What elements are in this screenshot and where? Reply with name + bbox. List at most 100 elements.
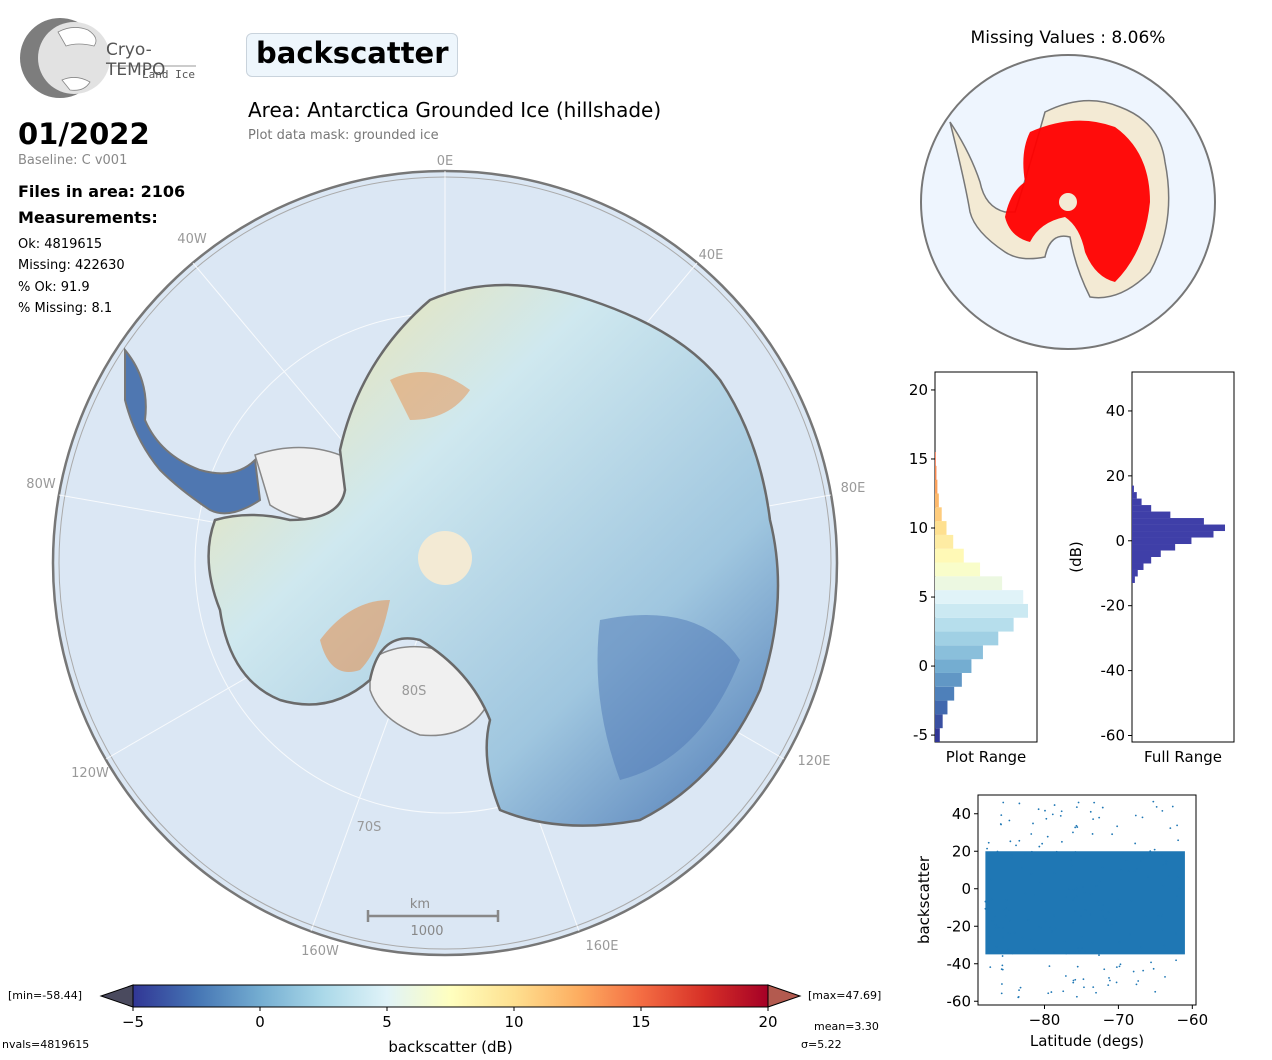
scatter-point — [1060, 810, 1063, 813]
scatter-point — [1053, 950, 1056, 953]
y-tick-label: 5 — [918, 588, 928, 606]
scatter-point — [1017, 996, 1020, 998]
scatter-point — [988, 935, 991, 938]
y-tick-label: -5 — [913, 726, 928, 744]
scatter-point — [1072, 922, 1074, 925]
scatter-point — [984, 907, 987, 910]
scatter-point — [1168, 874, 1170, 877]
histogram-bar — [1132, 531, 1214, 538]
scatter-point — [1044, 809, 1046, 812]
colorbar-gradient — [132, 984, 769, 1008]
scatter-point — [1075, 995, 1078, 998]
scatter-point — [1050, 991, 1053, 993]
scatter-point — [1134, 842, 1137, 845]
scatter-point — [1101, 909, 1104, 912]
colorbar-max-label: [max=47.69] — [808, 989, 881, 1002]
scatter-point — [1002, 927, 1005, 929]
scatter-point — [1007, 948, 1010, 951]
scatter-point — [1110, 923, 1113, 926]
scatter-point — [1047, 992, 1050, 995]
histogram-bar — [935, 590, 1024, 604]
scatter-point — [1033, 948, 1036, 951]
scatter-point — [1129, 933, 1131, 936]
scatter-point — [1059, 814, 1062, 817]
scatter-point — [1071, 898, 1074, 901]
scatter-point — [1163, 944, 1166, 947]
scatter-point — [1103, 968, 1106, 971]
histogram-bar — [935, 576, 1003, 591]
scatter-point — [1074, 910, 1077, 912]
histogram-bar — [935, 507, 942, 522]
histogram-bar — [1132, 511, 1171, 519]
histogram-bar — [935, 686, 955, 701]
scatter-point — [1165, 860, 1168, 863]
scatter-point — [1135, 868, 1138, 870]
histogram-bar — [1132, 524, 1226, 532]
scatter-point — [1127, 870, 1130, 873]
y-tick-label: 10 — [909, 519, 928, 537]
scatter-point — [1002, 908, 1005, 911]
scatter-point — [1045, 817, 1048, 820]
meridian-label-5: 160W — [301, 944, 339, 959]
histogram-bar — [1132, 492, 1137, 499]
scatter-point — [1101, 806, 1104, 809]
colorbar-sigma-label: σ=5.22 — [801, 1038, 842, 1051]
plot-range-histogram: -5 0 5 10 15 20 Plot Range — [909, 371, 1038, 765]
scatter-point — [1132, 970, 1135, 973]
scatter-point — [1098, 954, 1100, 956]
logo-name: Cryo-TEMPO — [106, 40, 166, 80]
measurements-heading: Measurements: — [18, 208, 158, 227]
scatter-point — [1083, 858, 1086, 861]
scatter-point — [1072, 896, 1075, 899]
scatter-point — [1096, 900, 1099, 903]
histogram-bar — [935, 479, 938, 494]
histogram-bar — [935, 562, 981, 577]
scatter-point — [1005, 898, 1008, 901]
scatter-point — [1098, 880, 1101, 883]
histogram-bar — [1132, 518, 1204, 525]
latitude-scatter-plot: -60 -40 -20 0 20 40 −80 −70 −60 Latitude (degs) ba… — [915, 794, 1208, 1050]
scatter-point — [1024, 892, 1027, 895]
scatter-point — [1084, 909, 1087, 911]
scatter-point — [1009, 919, 1012, 922]
parameter-box — [246, 33, 458, 77]
meridian-label-1: 40E — [699, 248, 724, 263]
scatter-point — [1011, 952, 1014, 955]
scatter-point — [1077, 801, 1080, 804]
scatter-point — [1175, 895, 1178, 898]
scatter-point — [1118, 965, 1121, 968]
scatter-point — [1008, 909, 1011, 911]
colorbar-tick-label: 15 — [631, 1013, 650, 1031]
scatter-point — [1038, 845, 1041, 848]
y-tick-label: 0 — [1115, 532, 1125, 550]
scatter-point — [1008, 932, 1011, 935]
scatter-point — [1015, 844, 1017, 847]
scatter-point — [1140, 946, 1143, 949]
histogram-bar — [935, 603, 1029, 618]
scatter-point — [1009, 853, 1012, 855]
histogram-bar — [935, 493, 939, 508]
scatter-point — [1107, 984, 1110, 987]
scatter-point — [1040, 900, 1043, 903]
histogram-bar — [1132, 537, 1192, 545]
scatter-point — [1115, 966, 1118, 969]
y-tick-label: -40 — [947, 955, 972, 973]
scatter-point — [1001, 983, 1003, 985]
y-tick-label: -20 — [1101, 597, 1126, 615]
scatter-point — [1155, 805, 1158, 808]
colorbar-min-label: [min=-58.44] — [8, 989, 82, 1002]
scatter-point — [985, 925, 988, 928]
scatter-point — [1083, 986, 1085, 989]
scatter-point — [994, 923, 997, 926]
missing-values-title: Missing Values : 8.06% — [970, 28, 1166, 48]
scatter-point — [1108, 979, 1111, 982]
scatter-point — [1162, 884, 1165, 887]
y-tick-label: 0 — [961, 880, 971, 898]
scatter-point — [1080, 935, 1083, 938]
scatter-point — [1108, 977, 1110, 979]
x-tick-label: −80 — [1029, 1011, 1061, 1029]
scatter-point — [990, 898, 993, 901]
logo-moon-icon — [20, 18, 196, 98]
scatter-point — [993, 915, 996, 918]
scatter-point — [1150, 961, 1152, 964]
